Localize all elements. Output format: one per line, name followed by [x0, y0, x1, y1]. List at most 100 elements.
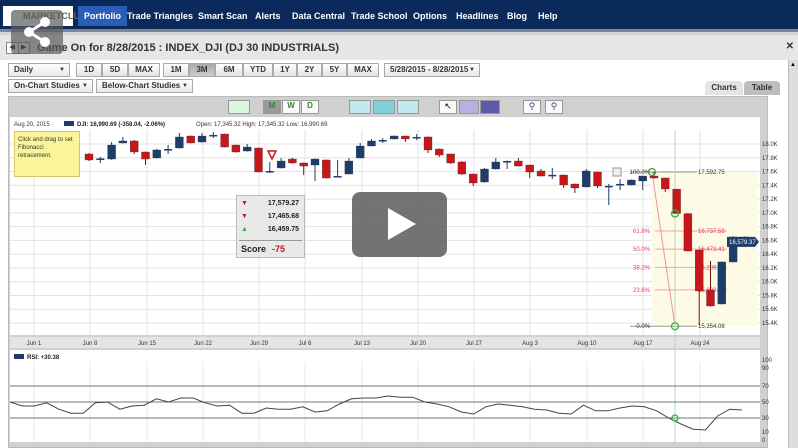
play-icon — [388, 208, 416, 240]
range-max-2[interactable]: MAX — [347, 63, 379, 77]
ohlc-chart-icon[interactable] — [373, 100, 395, 114]
timeframe-daily[interactable]: D — [301, 100, 319, 114]
nav-options[interactable]: Options — [413, 11, 447, 21]
y-tick-label: 16.2K — [762, 266, 778, 272]
rsi-tick-label: 90 — [762, 366, 769, 372]
score-value: -75 — [272, 244, 286, 254]
x-tick-label: Jun 29 — [250, 341, 269, 347]
rsi-marker — [671, 414, 679, 422]
zoom-in-icon[interactable]: ⚲ — [523, 100, 541, 114]
candle — [446, 153, 455, 164]
candle — [706, 289, 715, 307]
candle — [695, 249, 704, 292]
last-price-value: 16,579.37 — [729, 240, 756, 246]
fibonacci-tooltip: Click and drag to set Fibonacci retracem… — [14, 131, 80, 177]
nav-data-central[interactable]: Data Central — [292, 11, 346, 21]
timeframe-monthly[interactable]: M — [263, 100, 281, 114]
fib-value: 17,592.75 — [698, 170, 725, 176]
chat-bubble-icon[interactable] — [228, 100, 250, 114]
y-tick-label: 17.2K — [762, 197, 778, 203]
y-tick-label: 16.4K — [762, 252, 778, 258]
timeframe-weekly[interactable]: W — [282, 100, 300, 114]
nav-trade-triangles[interactable]: Trade Triangles — [127, 11, 194, 21]
page-title: Game On for 8/28/2015 : INDEX_DJI (DJ 30… — [37, 42, 339, 54]
line-chart-icon[interactable] — [349, 100, 371, 114]
close-icon[interactable]: ✕ — [785, 41, 794, 52]
pointer-icon[interactable]: ↖ — [439, 100, 457, 114]
nav-smart-scan[interactable]: Smart Scan — [198, 11, 248, 21]
candle — [310, 158, 320, 166]
signal-row: ▼ 17,465.68 — [241, 213, 303, 223]
candle — [536, 170, 546, 177]
share-overlay[interactable] — [11, 10, 63, 54]
down-triangle-icon: ▼ — [241, 200, 248, 207]
below-chart-studies-select[interactable]: Below-Chart Studies ▼ — [96, 79, 193, 93]
signal-value: 17,579.27 — [267, 200, 299, 207]
rsi-legend-swatch — [14, 354, 24, 359]
range-5y[interactable]: 5Y — [322, 63, 347, 77]
fib-handle — [612, 167, 622, 177]
trendline-icon[interactable] — [459, 100, 479, 114]
video-play-button[interactable] — [352, 192, 447, 257]
candle — [683, 213, 693, 252]
nav-alerts[interactable]: Alerts — [255, 11, 281, 21]
tab-table[interactable]: Table — [744, 81, 780, 95]
candlestick-chart-icon[interactable] — [397, 100, 419, 114]
chevron-down-icon: ▼ — [59, 67, 65, 73]
zoom-out-icon[interactable]: ⚲ — [545, 100, 563, 114]
x-tick-label: Jul 6 — [299, 341, 312, 347]
y-tick-label: 16.6K — [762, 238, 778, 244]
range-1y[interactable]: 1Y — [273, 63, 297, 77]
y-tick-label: 15.8K — [762, 293, 778, 299]
candle — [423, 136, 433, 151]
x-tick-label: Jul 13 — [354, 341, 371, 347]
nav-portfolio[interactable]: Portfolio — [78, 6, 127, 26]
x-axis-bar — [10, 337, 760, 348]
candle — [582, 170, 591, 188]
trade-triangle-signals: ▼ 17,579.27 ▼ 17,465.68 ▲ 16,459.75 Score -… — [236, 195, 305, 258]
candle — [197, 135, 207, 143]
candle — [593, 171, 602, 187]
fib-percent: 23.6% — [633, 288, 651, 294]
candle — [288, 158, 297, 164]
nav-headlines[interactable]: Headlines — [456, 11, 499, 21]
date-range-select[interactable]: 5/28/2015 - 8/28/2015 ▼ — [384, 63, 480, 77]
rsi-label: RSI: +30.38 — [27, 355, 60, 361]
interval-select[interactable]: Daily ▼ — [8, 63, 70, 77]
nav-trade-school[interactable]: Trade School — [351, 11, 408, 21]
interval-value: Daily — [14, 65, 34, 74]
fib-trend-line — [651, 171, 676, 327]
chevron-down-icon: ▼ — [82, 83, 88, 89]
candle — [638, 175, 647, 182]
range-max[interactable]: MAX — [128, 63, 160, 77]
on-chart-studies-select[interactable]: On-Chart Studies ▼ — [8, 79, 93, 93]
fib-anchor-point — [670, 322, 680, 331]
candle — [84, 153, 94, 161]
x-tick-label: Jun 1 — [27, 341, 42, 347]
range-ytd[interactable]: YTD — [243, 63, 273, 77]
range-1m[interactable]: 1M — [163, 63, 189, 77]
fib-percent: 50.0% — [633, 247, 651, 253]
nav-blog[interactable]: Blog — [507, 11, 527, 21]
candle — [231, 144, 241, 153]
scroll-up-icon[interactable]: ▲ — [790, 62, 796, 68]
vertical-scrollbar[interactable]: ▲ — [788, 60, 798, 448]
candle — [503, 161, 512, 163]
range-3m[interactable]: 3M — [189, 63, 215, 77]
range-5d[interactable]: 5D — [102, 63, 128, 77]
fibonacci-icon[interactable] — [480, 100, 500, 114]
y-tick-label: 17.8K — [762, 156, 778, 162]
y-tick-label: 17.4K — [762, 183, 778, 189]
signal-value: 17,465.68 — [267, 213, 299, 220]
candle — [107, 144, 116, 160]
fib-value: 16,209.25 — [698, 265, 725, 271]
range-2y[interactable]: 2Y — [297, 63, 322, 77]
tab-charts[interactable]: Charts — [705, 81, 743, 95]
fib-anchor-point — [670, 209, 680, 218]
candle — [130, 140, 139, 153]
nav-help[interactable]: Help — [538, 11, 558, 21]
range-6m[interactable]: 6M — [215, 63, 243, 77]
range-1d[interactable]: 1D — [76, 63, 102, 77]
candle — [389, 135, 399, 140]
x-tick-label: Aug 3 — [522, 341, 538, 347]
